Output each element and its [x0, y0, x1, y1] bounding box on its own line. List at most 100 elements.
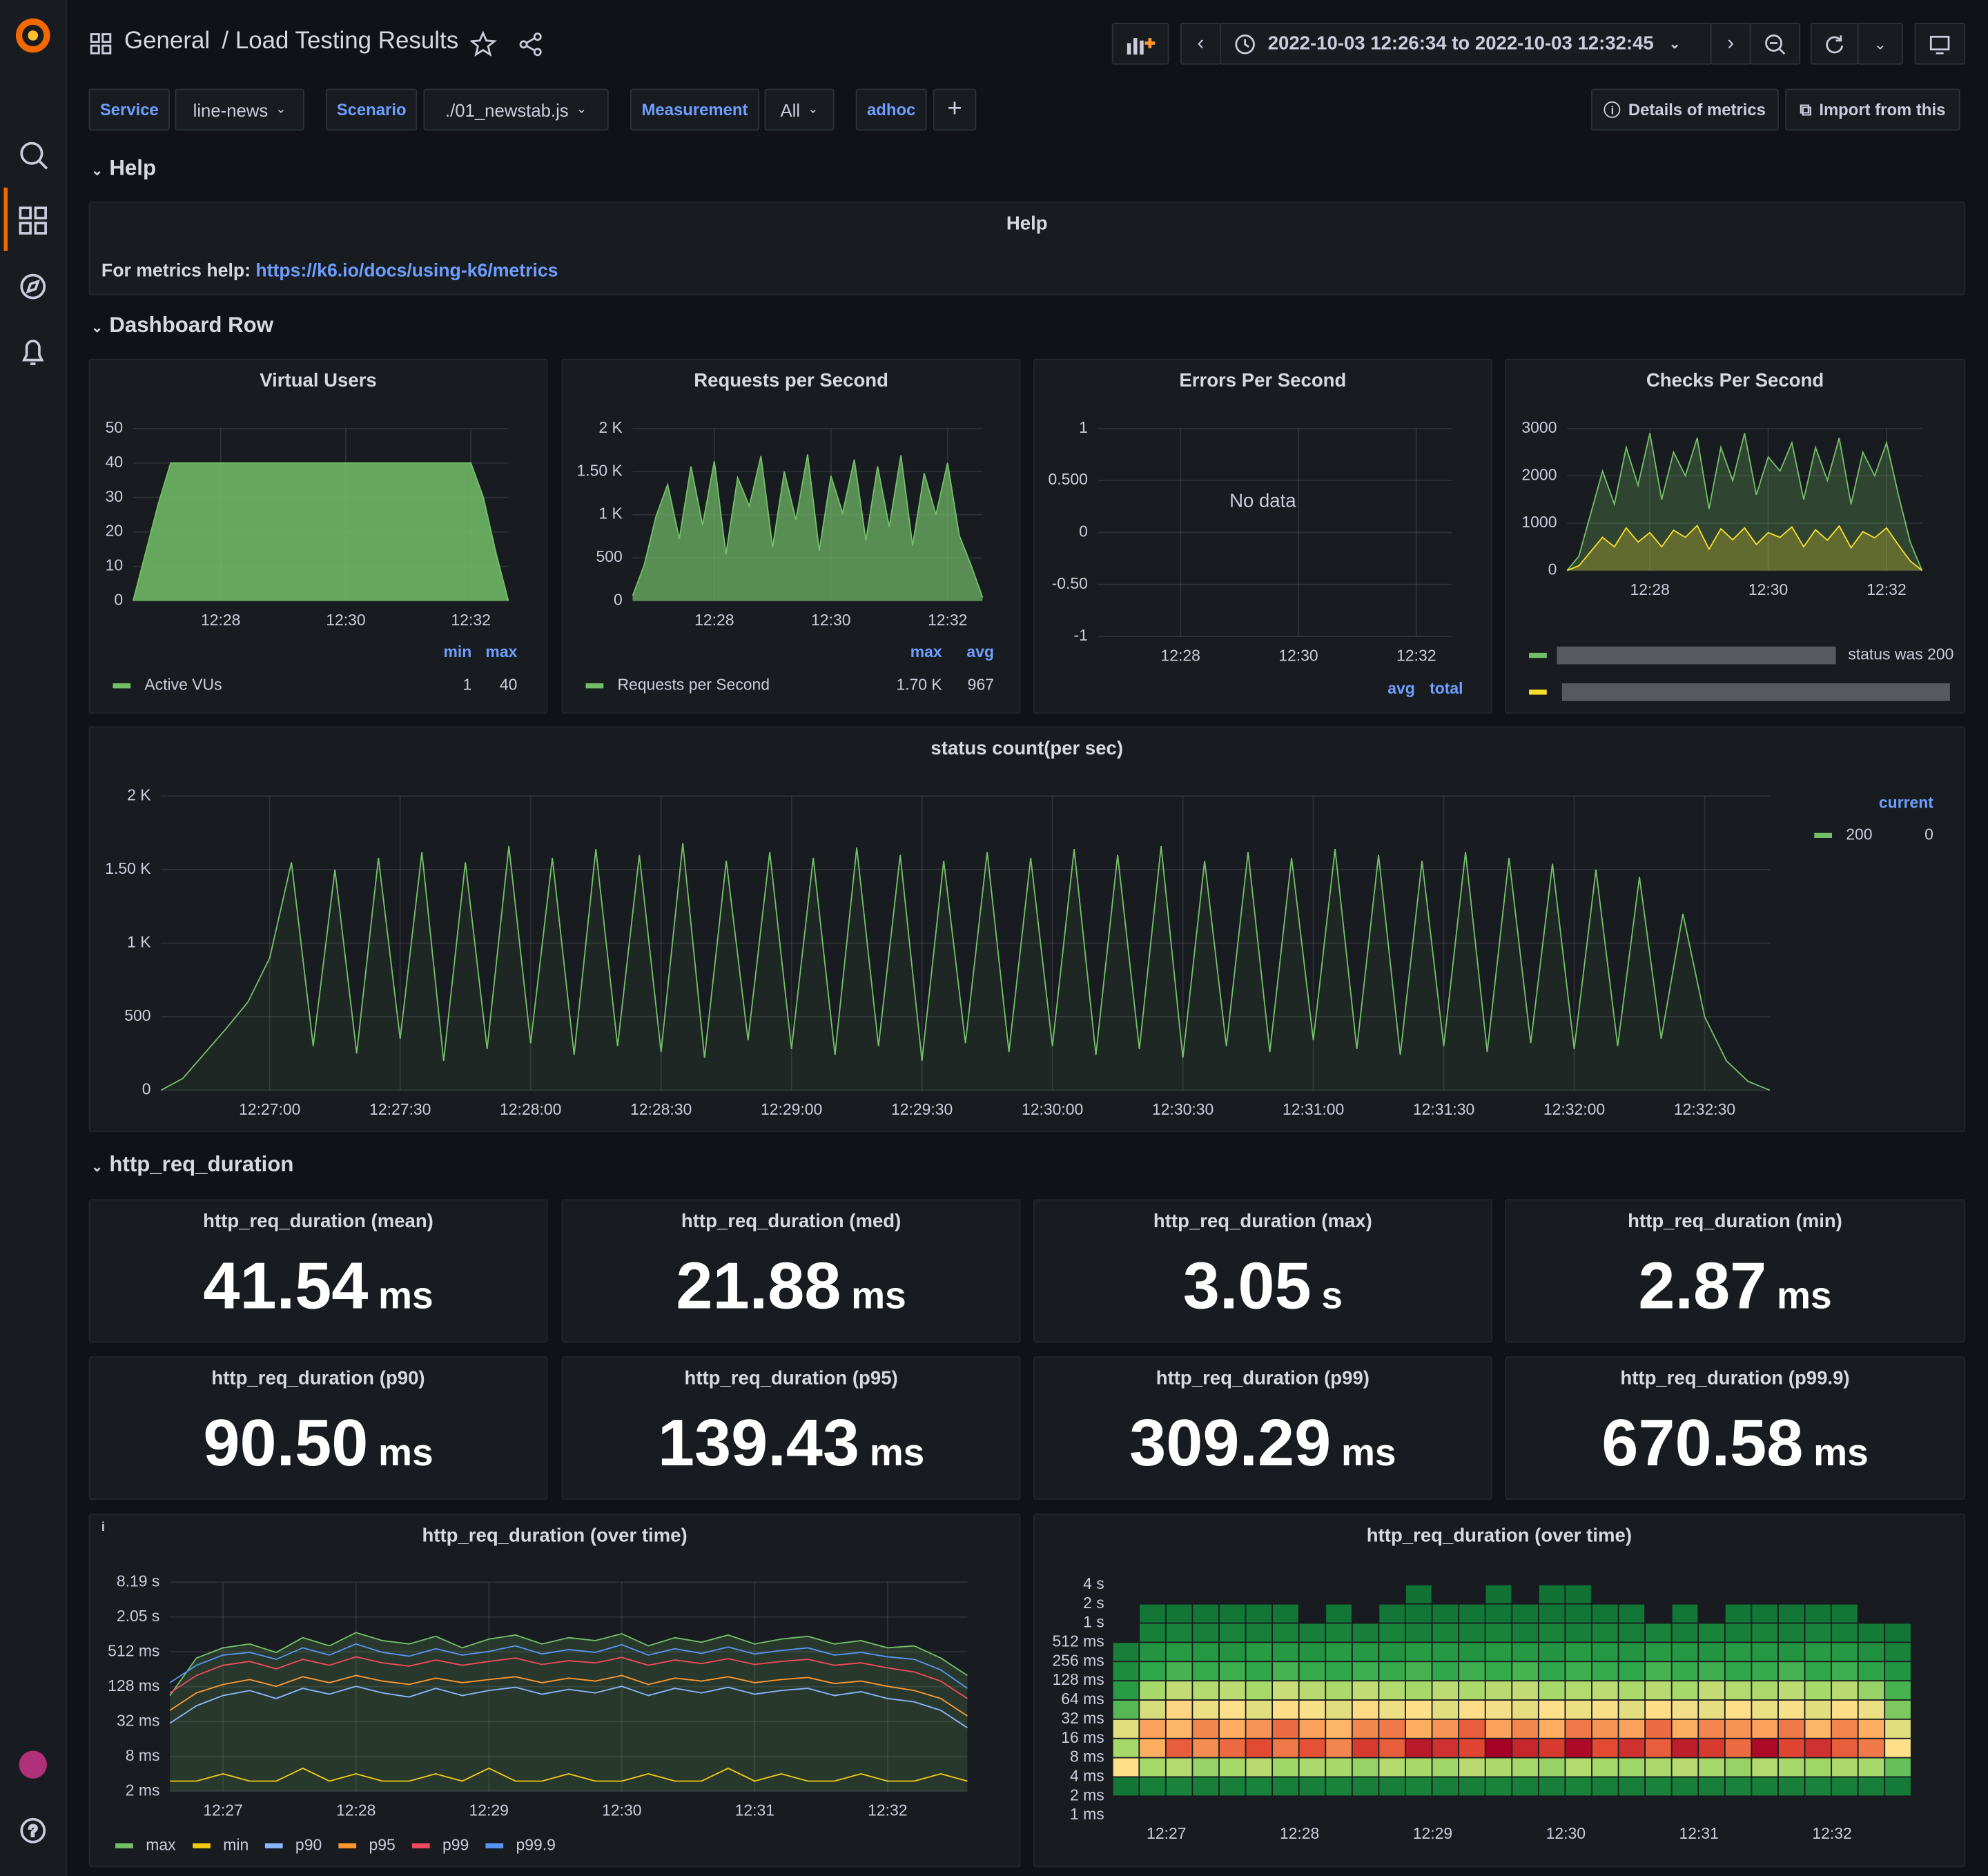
y-tick-label: 500	[596, 547, 623, 565]
heatmap-cell	[1805, 1739, 1831, 1757]
grafana-logo[interactable]	[15, 18, 50, 53]
area	[1567, 525, 1922, 571]
heatmap-cell	[1725, 1700, 1751, 1719]
refresh-interval-button[interactable]: ⌄	[1857, 23, 1903, 65]
heatmap-cell	[1619, 1777, 1645, 1796]
heatmap-cell	[1273, 1700, 1298, 1719]
heatmap-cell	[1459, 1758, 1485, 1777]
line	[632, 454, 984, 598]
y-tick-label: 8 ms	[1070, 1748, 1104, 1766]
heatmap-cell	[1246, 1777, 1272, 1796]
stat-value: 139.43 ms	[563, 1406, 1019, 1482]
variable-value-text: line-news	[193, 99, 269, 120]
y-tick-label: 2 ms	[1070, 1786, 1104, 1804]
x-tick-label: 12:32	[1812, 1824, 1851, 1842]
variable-value[interactable]: All ⌄	[764, 88, 835, 131]
heatmap-cell	[1326, 1623, 1352, 1642]
x-tick-label: 12:30	[602, 1801, 641, 1819]
heatmap-cell	[1646, 1681, 1671, 1700]
link-button[interactable]: ⧉ Import from this	[1785, 88, 1960, 131]
stat-unit: ms	[1776, 1275, 1832, 1318]
legend-value: 1	[462, 676, 471, 694]
add-panel-button[interactable]	[1111, 23, 1169, 65]
heatmap-cell	[1619, 1681, 1645, 1700]
breadcrumb-folder[interactable]: General	[124, 28, 211, 55]
add-filter-button[interactable]: +	[933, 88, 977, 131]
heatmap-cell	[1699, 1758, 1724, 1777]
heatmap-cell	[1539, 1604, 1565, 1623]
heatmap-cell	[1193, 1681, 1219, 1700]
stat-panel: http_req_duration (p99.9) 670.58 ms	[1505, 1356, 1965, 1500]
row-header[interactable]: ⌄ Dashboard Row	[91, 313, 274, 338]
star-icon[interactable]	[470, 30, 497, 57]
heatmap-cell	[1539, 1719, 1565, 1738]
refresh-button[interactable]	[1810, 23, 1859, 65]
help-link[interactable]: https://k6.io/docs/using-k6/metrics	[255, 261, 558, 282]
heatmap-cell	[1352, 1623, 1378, 1642]
time-forward-button[interactable]: ›	[1710, 23, 1751, 65]
help-icon[interactable]: ?	[20, 1817, 46, 1844]
heatmap-cell	[1140, 1681, 1165, 1700]
heatmap-cell	[1592, 1758, 1618, 1777]
row-title: Help	[109, 155, 157, 180]
row-header[interactable]: ⌄ http_req_duration	[91, 1152, 294, 1177]
heatmap-cell	[1778, 1758, 1804, 1777]
heatmap-cell	[1352, 1681, 1378, 1700]
info-icon[interactable]: i	[101, 1519, 105, 1534]
heatmap-cell	[1459, 1777, 1485, 1796]
share-icon[interactable]	[519, 32, 542, 57]
heatmap-cell	[1352, 1643, 1378, 1661]
heatmap-cell	[1832, 1623, 1858, 1642]
x-tick-label: 12:28:00	[500, 1100, 561, 1118]
panel-title: http_req_duration (p99)	[1156, 1367, 1370, 1390]
heatmap-cell	[1432, 1662, 1459, 1681]
stat-unit: ms	[378, 1432, 433, 1475]
tv-mode-button[interactable]	[1914, 23, 1965, 65]
variable-value[interactable]: ./01_newstab.js ⌄	[423, 88, 609, 131]
heatmap-cell	[1113, 1758, 1139, 1777]
heatmap-cell	[1566, 1719, 1592, 1738]
row-title: Dashboard Row	[109, 313, 274, 338]
heatmap-cell	[1699, 1777, 1724, 1796]
search-icon[interactable]	[20, 141, 48, 170]
stat-value: 41.54 ms	[90, 1249, 546, 1325]
no-data: No data	[1229, 490, 1296, 513]
time-picker[interactable]: 2022-10-03 12:26:34 to 2022-10-03 12:32:…	[1219, 23, 1712, 65]
x-tick-label: 12:32	[1867, 580, 1906, 598]
y-tick-label: 32 ms	[1061, 1709, 1104, 1727]
stat-number: 41.54	[203, 1249, 369, 1324]
heatmap-cell	[1326, 1739, 1352, 1757]
heatmap-cell	[1166, 1643, 1192, 1661]
area	[161, 843, 1771, 1091]
zoom-out-button[interactable]	[1749, 23, 1801, 65]
variable-value[interactable]: line-news ⌄	[175, 88, 304, 131]
panel: Errors Per Second -1 -0.50 0 0.500 1 12:28 12:3…	[1033, 358, 1492, 714]
heatmap-cell	[1193, 1623, 1219, 1642]
legend-header: total	[1430, 679, 1463, 697]
explore-icon[interactable]	[20, 273, 46, 300]
x-tick-label: 12:28	[201, 611, 240, 629]
heatmap-cell	[1778, 1623, 1804, 1642]
heatmap-cell	[1405, 1700, 1432, 1719]
time-back-button[interactable]: ‹	[1180, 23, 1221, 65]
legend-name: p90	[295, 1835, 322, 1853]
avatar[interactable]	[19, 1750, 47, 1779]
row-header[interactable]: ⌄ Help	[91, 155, 157, 180]
heatmap-cell	[1405, 1623, 1432, 1642]
alert-icon[interactable]	[21, 340, 44, 365]
heatmap-cell	[1246, 1643, 1272, 1661]
y-tick-label: 1 ms	[1070, 1805, 1104, 1823]
stat-panel: http_req_duration (p95) 139.43 ms	[561, 1356, 1021, 1500]
heatmap-cell	[1699, 1643, 1724, 1661]
heatmap-cell	[1432, 1604, 1459, 1623]
heatmap-cell	[1858, 1662, 1884, 1681]
heatmap-cell	[1592, 1604, 1618, 1623]
y-tick-label: 64 ms	[1061, 1690, 1104, 1708]
heatmap-cell	[1273, 1681, 1298, 1700]
y-tick-label: 512 ms	[108, 1641, 159, 1659]
dashboards-icon[interactable]	[19, 206, 47, 235]
heatmap-cell	[1379, 1719, 1405, 1738]
link-button[interactable]: i Details of metrics	[1591, 88, 1779, 131]
panel-title: http_req_duration (max)	[1153, 1211, 1372, 1233]
legend-header: avg	[1387, 679, 1415, 697]
